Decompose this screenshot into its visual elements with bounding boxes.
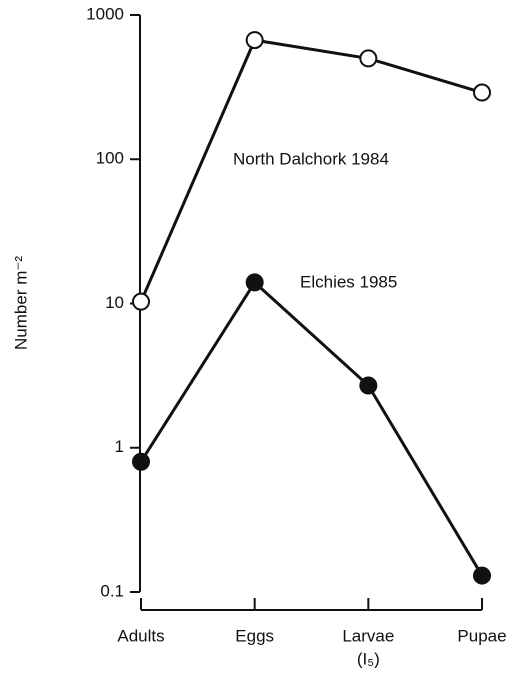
- data-point: [473, 566, 491, 585]
- data-point: [132, 452, 150, 471]
- series-line: [139, 38, 483, 303]
- data-point: [245, 31, 264, 50]
- data-point: [473, 83, 491, 102]
- series-label: North Dalchork 1984: [233, 149, 389, 168]
- y-tick-label: 0.1: [100, 581, 124, 600]
- data-point: [359, 376, 378, 395]
- x-tick-label: Pupae: [457, 626, 506, 645]
- x-tick-note: (I₅): [357, 649, 380, 668]
- data-point: [359, 49, 378, 68]
- y-tick-label: 100: [96, 149, 124, 168]
- x-tick-label: Larvae: [342, 626, 394, 645]
- y-tick-label: 1: [115, 437, 124, 456]
- data-point: [132, 292, 150, 311]
- x-tick-label: Eggs: [235, 626, 274, 645]
- y-tick-label: 10: [105, 293, 124, 312]
- y-tick-label: 1000: [86, 4, 124, 23]
- data-point: [245, 273, 264, 292]
- series-line: [139, 280, 484, 577]
- series-label: Elchies 1985: [300, 272, 397, 291]
- x-tick-label: Adults: [117, 626, 164, 645]
- y-axis-label: Number m⁻²: [11, 256, 30, 350]
